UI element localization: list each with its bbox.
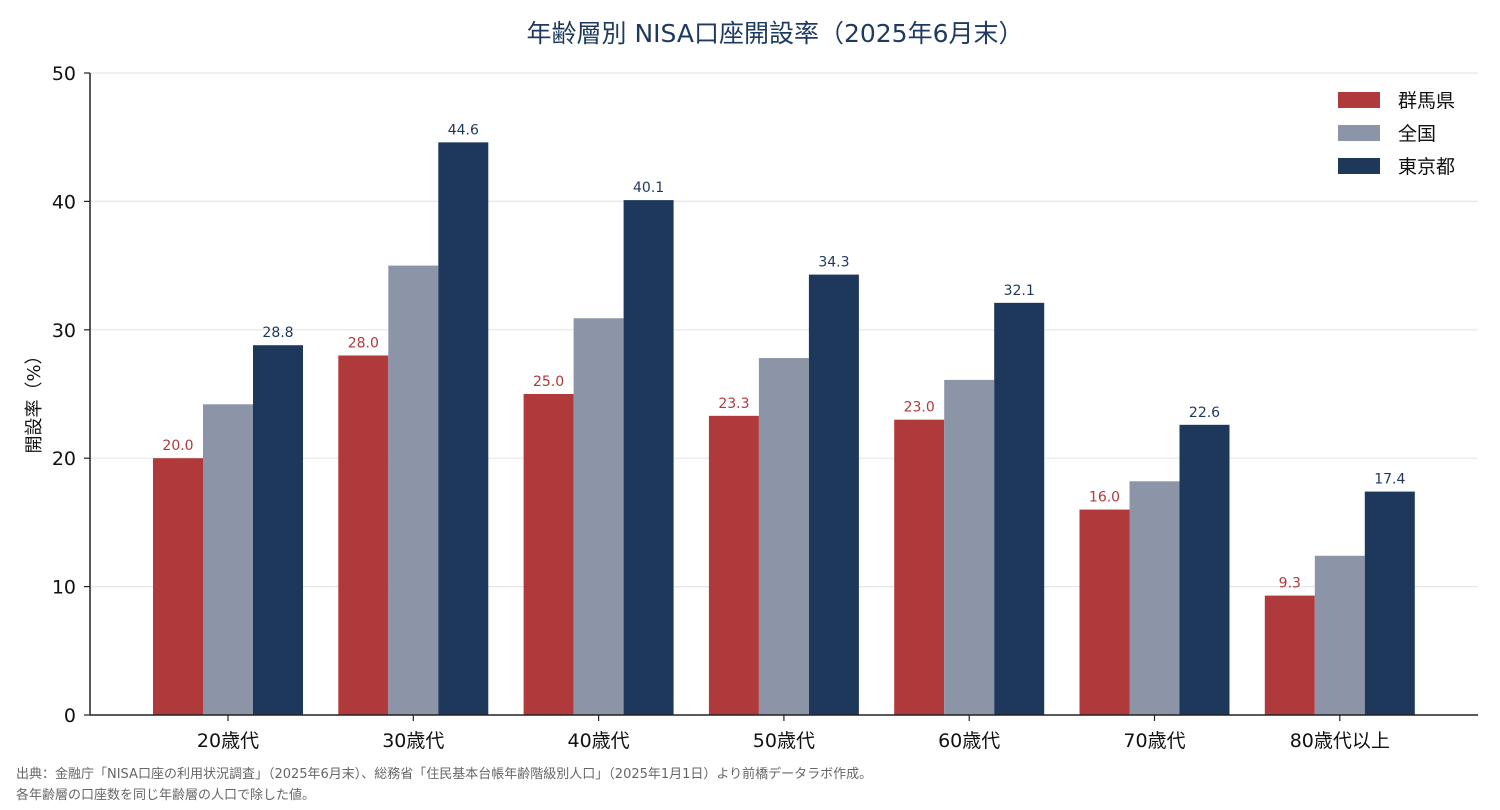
y-tick-label: 10 <box>52 577 76 599</box>
data-label: 44.6 <box>448 122 479 138</box>
bar <box>153 458 203 715</box>
data-label: 23.3 <box>718 396 749 412</box>
bar <box>1179 424 1230 715</box>
bar <box>623 200 674 716</box>
data-label: 25.0 <box>533 374 564 390</box>
source-line-2: 各年齢層の口座数を同じ年齢層の人口で除した値。 <box>16 788 316 803</box>
x-tick-label: 40歳代 <box>568 730 630 752</box>
legend-label: 全国 <box>1398 123 1436 145</box>
legend-label: 東京都 <box>1398 156 1455 178</box>
bar <box>708 415 759 715</box>
y-tick-labels: 0 10 20 30 40 50 <box>52 63 90 727</box>
bar <box>1314 555 1365 715</box>
x-tick-labels: 20歳代 30歳代 40歳代 50歳代 60歳代 70歳代 80歳代以上 <box>197 715 1390 752</box>
data-labels: 20.0 28.8 28.0 44.6 25.0 40.1 23.3 34.3 23.0 32.1… <box>162 122 1405 591</box>
data-label: 9.3 <box>1279 576 1301 592</box>
bar-chart: 年齢層別 NISA口座開設率（2025年6月末） 20.0 28.8 28.0 44.… <box>24 19 1478 752</box>
data-label: 40.1 <box>633 180 664 196</box>
bar <box>1264 595 1315 715</box>
data-label: 23.0 <box>904 400 935 416</box>
y-axis-label: 開設率（%） <box>24 346 45 453</box>
bar <box>438 142 489 715</box>
data-label: 16.0 <box>1089 490 1120 506</box>
x-tick-label: 50歳代 <box>753 730 815 752</box>
bar <box>253 345 303 715</box>
legend-label: 群馬県 <box>1398 90 1455 112</box>
bar <box>944 379 995 715</box>
y-tick-label: 30 <box>52 320 76 342</box>
data-label: 28.8 <box>262 325 293 341</box>
bar <box>808 274 859 715</box>
y-tick-label: 50 <box>52 63 76 85</box>
bar <box>573 318 624 715</box>
source-note: 出典：金融庁「NISA口座の利用状況調査」（2025年6月末）、総務省「住民基本… <box>16 764 872 806</box>
bar <box>1129 481 1180 715</box>
bars <box>153 142 1415 716</box>
bar <box>388 265 439 715</box>
bar <box>894 419 945 715</box>
legend-swatch <box>1338 92 1380 108</box>
bar <box>758 358 809 715</box>
y-tick-label: 20 <box>52 448 76 470</box>
x-tick-label: 70歳代 <box>1123 730 1185 752</box>
legend-swatch <box>1338 158 1380 174</box>
chart-title: 年齢層別 NISA口座開設率（2025年6月末） <box>527 19 1024 48</box>
source-line-1: 出典：金融庁「NISA口座の利用状況調査」（2025年6月末）、総務省「住民基本… <box>16 767 873 782</box>
bar <box>523 394 574 715</box>
gridlines <box>90 72 1478 588</box>
data-label: 28.0 <box>348 335 379 351</box>
x-tick-label: 30歳代 <box>382 730 444 752</box>
data-label: 17.4 <box>1374 472 1405 488</box>
bar <box>1079 509 1130 715</box>
y-tick-label: 40 <box>52 191 76 213</box>
x-tick-label: 20歳代 <box>197 730 259 752</box>
bar <box>338 355 389 715</box>
x-tick-label: 60歳代 <box>938 730 1000 752</box>
x-tick-label: 80歳代以上 <box>1290 730 1390 752</box>
bar <box>203 404 253 715</box>
data-label: 34.3 <box>818 255 849 271</box>
y-tick-label: 0 <box>64 705 76 727</box>
data-label: 22.6 <box>1189 405 1220 421</box>
bar <box>994 302 1045 715</box>
data-label: 32.1 <box>1004 283 1035 299</box>
bar <box>1364 491 1415 715</box>
data-label: 20.0 <box>162 438 193 454</box>
legend-swatch <box>1338 125 1380 141</box>
